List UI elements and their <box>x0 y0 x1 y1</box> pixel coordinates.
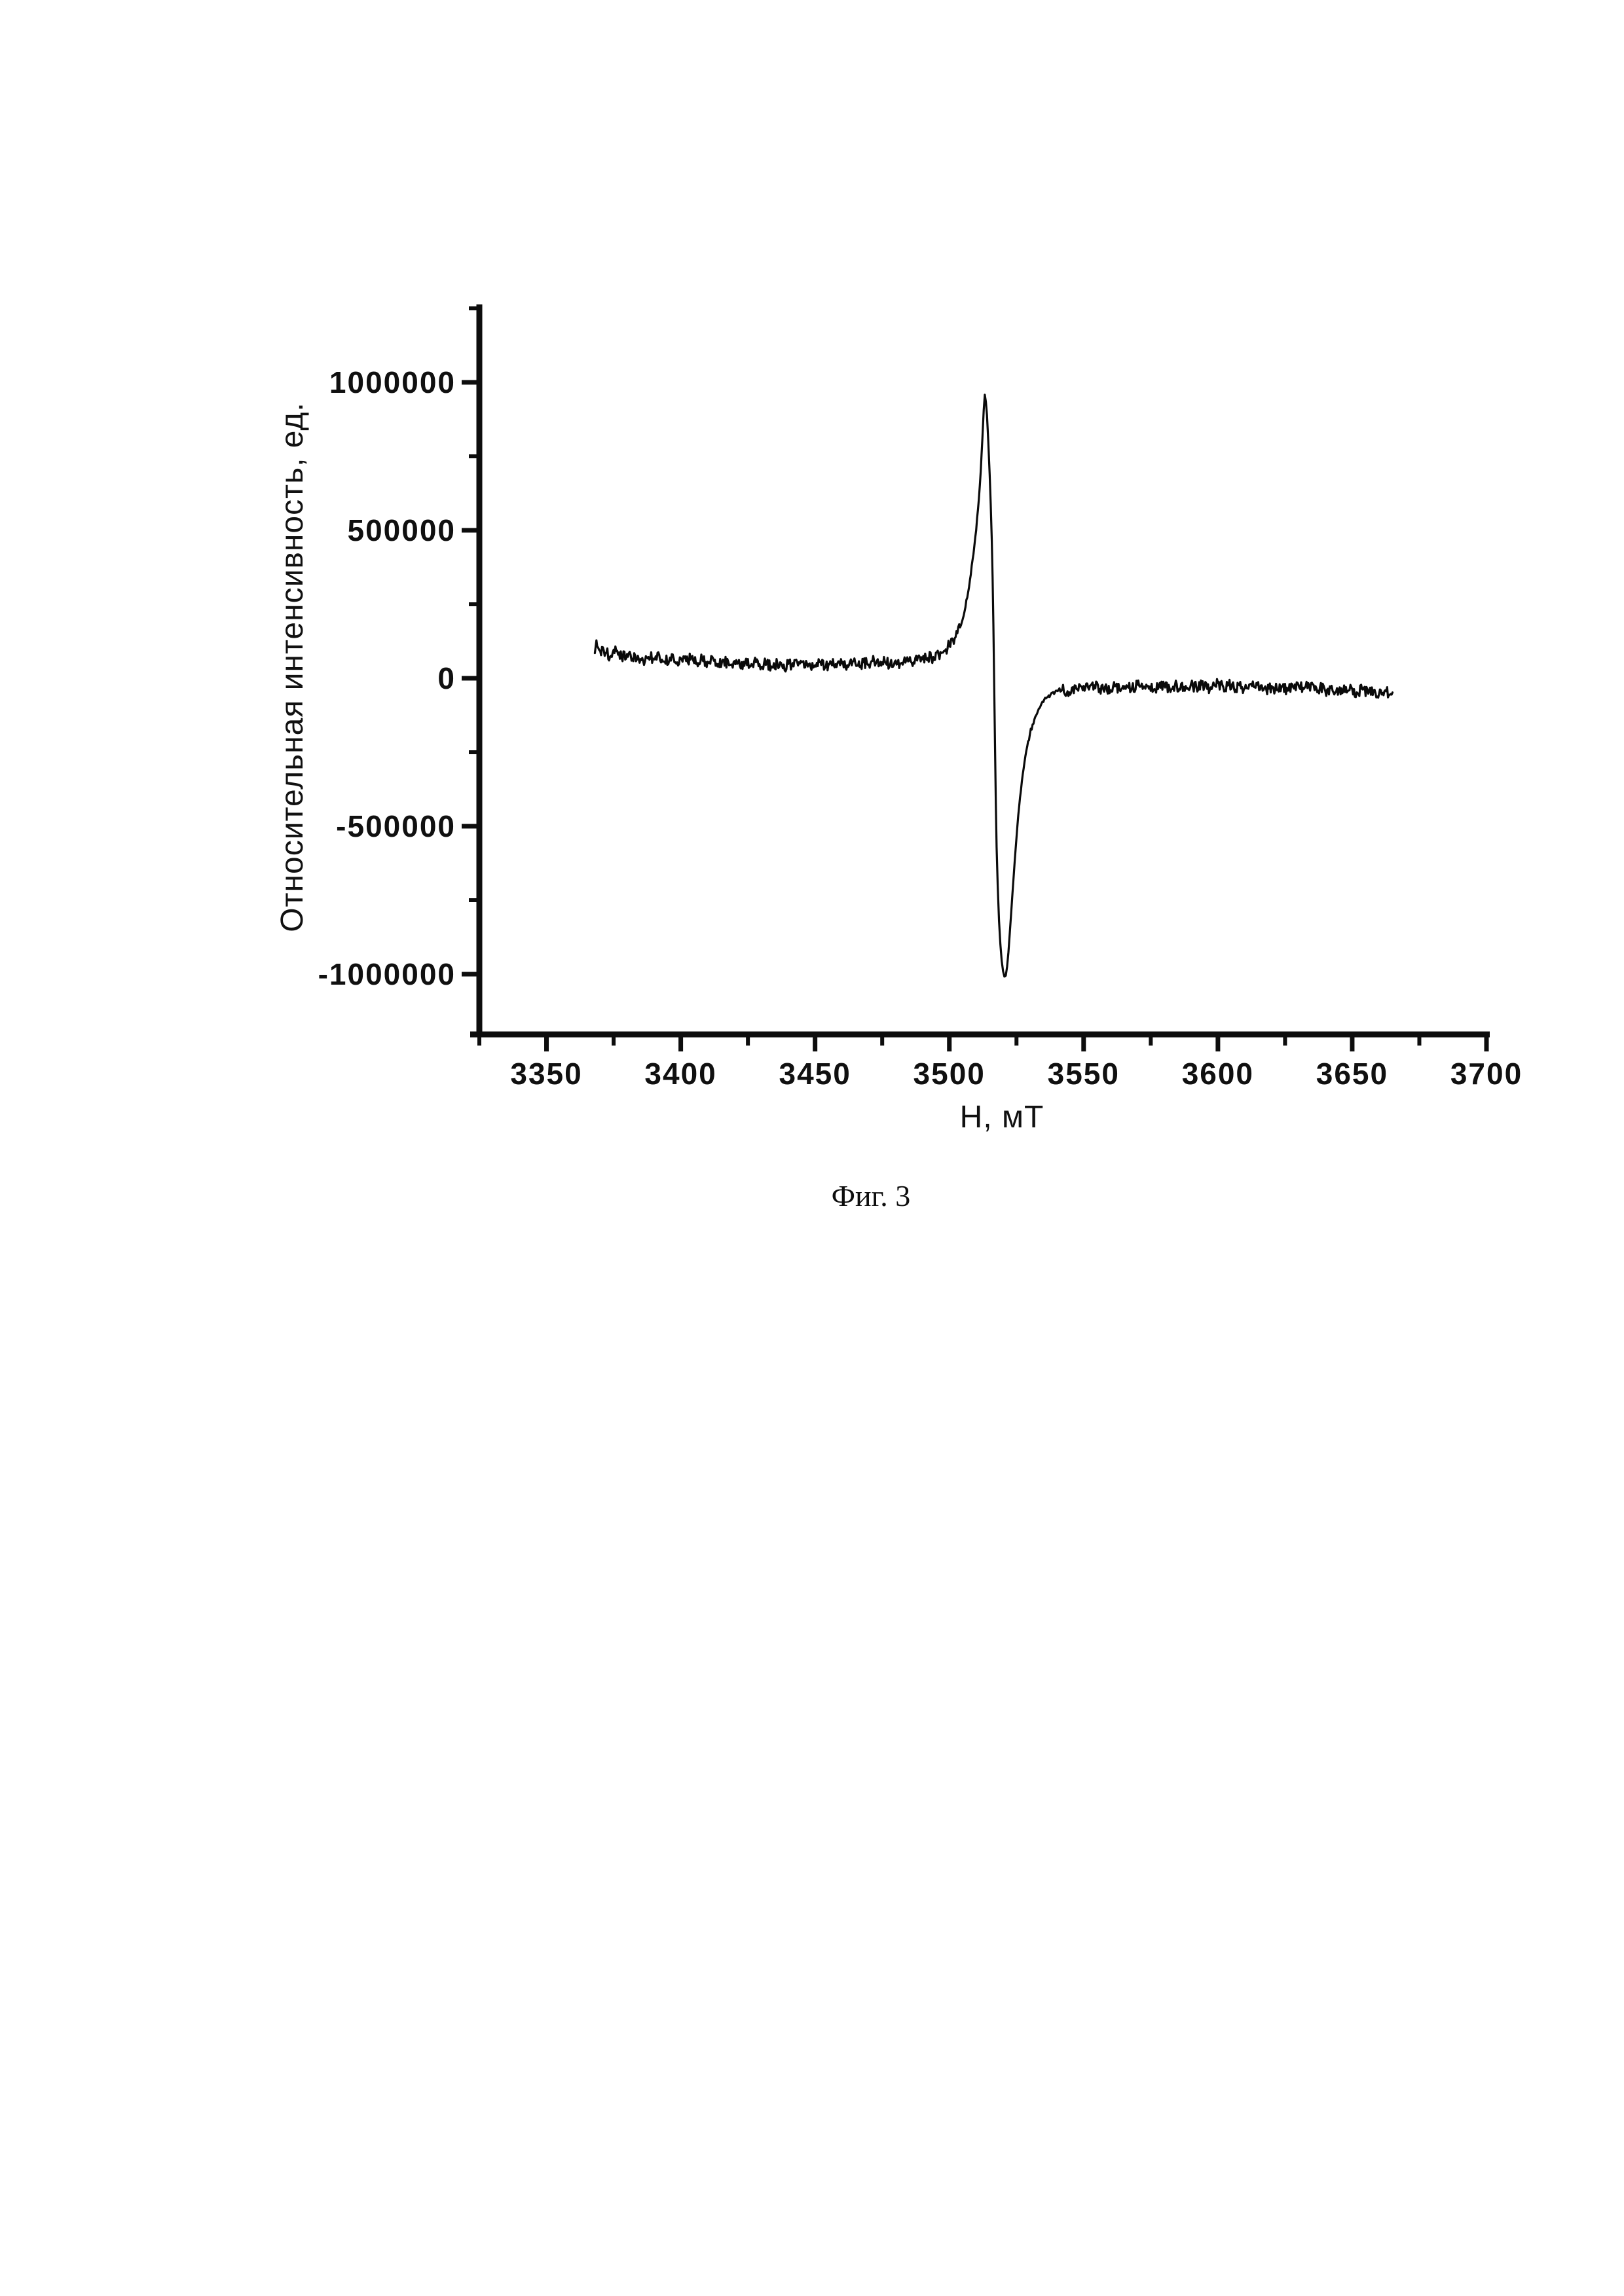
x-tick-label: 3500 <box>913 1057 986 1091</box>
x-axis-title: Н, мТ <box>960 1100 1044 1135</box>
x-tick-label: 3400 <box>644 1057 716 1091</box>
y-axis-title: Относительная интенсивность, ед. <box>275 402 310 932</box>
y-tick-label: 500000 <box>348 513 456 547</box>
x-tick-label: 3550 <box>1048 1057 1120 1091</box>
figure-caption: Фиг. 3 <box>831 1179 911 1212</box>
y-tick-label: 0 <box>437 661 456 695</box>
x-tick-label: 3600 <box>1182 1057 1254 1091</box>
x-tick-label: 3350 <box>510 1057 582 1091</box>
axis-ticks <box>462 306 1489 1051</box>
y-tick-label: 1000000 <box>329 365 456 399</box>
x-tick-label: 3650 <box>1316 1057 1388 1091</box>
y-tick-label: -500000 <box>336 809 456 843</box>
x-tick-label: 3700 <box>1450 1057 1522 1091</box>
axis-tick-labels: 1000000 500000 0 -500000 -1000000 3350 3400 345… <box>318 365 1522 1091</box>
y-tick-label: -1000000 <box>318 957 456 991</box>
x-tick-label: 3450 <box>779 1057 851 1091</box>
axes: 1000000 500000 0 -500000 -1000000 3350 3400 345… <box>318 304 1522 1091</box>
spectrum-curve <box>593 393 1394 978</box>
